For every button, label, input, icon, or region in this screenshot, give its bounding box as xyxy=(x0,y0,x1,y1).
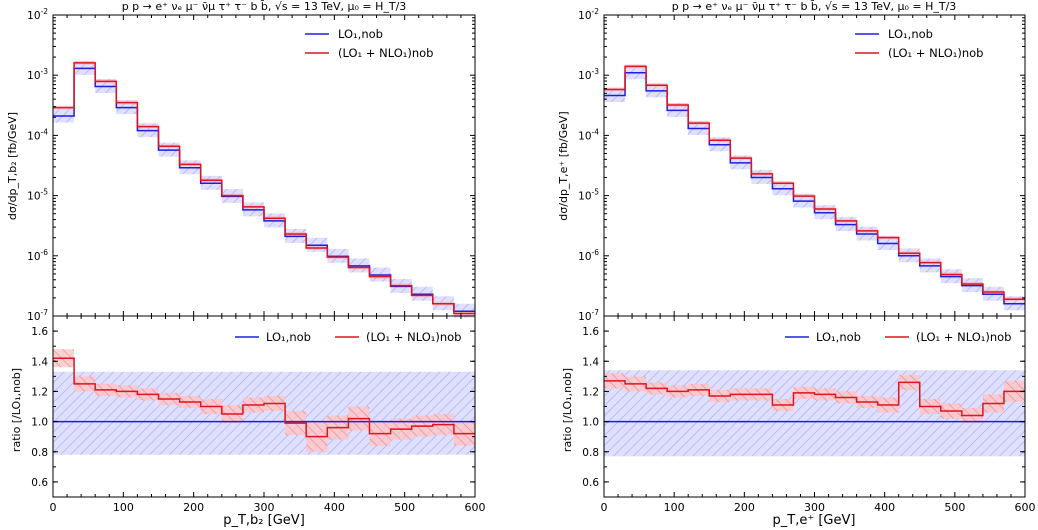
left-bottom-ytick-label: 0.6 xyxy=(31,477,48,489)
left-top-ytick-label: 10-3 xyxy=(27,67,48,82)
right-bottom-xtick-label: 100 xyxy=(664,501,685,514)
right-bottom-ytick-label: 1.6 xyxy=(582,326,599,338)
left-bottom-xtick-label: 0 xyxy=(50,501,57,514)
right-bottom-ytick-label: 0.6 xyxy=(582,477,599,489)
right-bottom-xtick-label: 300 xyxy=(804,501,825,514)
right-bottom-xtick-label: 400 xyxy=(874,501,895,514)
left-bottom-xtick-label: 500 xyxy=(394,501,415,514)
left-bottom-xtick-label: 600 xyxy=(465,501,486,514)
left-blegend-nlo: (LO₁ + NLO₁)nob xyxy=(366,330,461,344)
left-bottom-legend: LO₁,nob (LO₁ + NLO₁)nob xyxy=(235,330,461,344)
right-bottom-ytick-label: 1.4 xyxy=(582,356,599,368)
left-bottom-ytick-label: 0.8 xyxy=(31,447,48,459)
left-bottom-ytick-label: 1.2 xyxy=(31,386,48,398)
right-bottom-xtick-label: 600 xyxy=(1015,501,1036,514)
left-xlabel: p_T,b₂ [GeV] xyxy=(223,513,305,528)
right-top-ytick-label: 10-7 xyxy=(578,308,599,323)
left-blegend-lo: LO₁,nob xyxy=(266,330,311,344)
right-top-ytick-label: 10-5 xyxy=(578,188,599,203)
right-title: p p → e⁺ νₑ μ⁻ ν̄μ τ⁺ τ⁻ b b̄, √s = 13 T… xyxy=(672,0,957,13)
left-figure: p p → e⁺ νₑ μ⁻ ν̄μ τ⁺ τ⁻ b b̄, √s = 13 T… xyxy=(6,0,486,528)
left-bottom-xtick-label: 200 xyxy=(183,501,204,514)
right-top-ytick-label: 10-4 xyxy=(578,127,599,142)
left-top-ytick-label: 10-6 xyxy=(27,248,48,263)
right-bottom-ylabel: ratio [/LO₁,nob] xyxy=(561,368,574,452)
left-top-ytick-label: 10-2 xyxy=(27,7,48,22)
left-bottom-ytick-label: 1.4 xyxy=(31,356,48,368)
right-bottom-xtick-label: 200 xyxy=(734,501,755,514)
left-bottom-ytick-label: 1.0 xyxy=(31,417,48,429)
left-top-lo-line xyxy=(53,67,475,312)
left-bottom-ylabel: ratio [/LO₁,nob] xyxy=(10,368,23,452)
left-top-ytick-label: 10-4 xyxy=(27,127,48,142)
right-bottom-panel: 0.6 0.8 1.0 1.2 1.4 1.6 0 100 200 300 400 500 600 xyxy=(582,315,1036,514)
left-bottom-nlo-line xyxy=(53,357,475,438)
left-top-legend: LO₁,nob (LO₁ + NLO₁)nob xyxy=(305,27,433,60)
left-bottom-xtick-label: 300 xyxy=(254,501,275,514)
right-bottom-legend: LO₁,nob (LO₁ + NLO₁)nob xyxy=(785,330,1011,344)
right-top-ylabel: dσ/dp_T,e⁺ [fb/GeV] xyxy=(557,111,570,220)
right-top-ytick-label: 10-2 xyxy=(578,7,599,22)
left-bottom-xtick-label: 400 xyxy=(324,501,345,514)
right-top-panel: 10-7 10-6 10-5 10-4 10-3 10-2 xyxy=(578,7,1026,323)
left-bottom-panel: 0.6 0.8 1.0 1.2 1.4 1.6 0 100 200 300 400 500 600 xyxy=(31,315,486,514)
right-bottom-ytick-label: 1.2 xyxy=(582,386,599,398)
left-bottom-ytick-label: 1.6 xyxy=(31,326,48,338)
right-bottom-ytick-label: 0.8 xyxy=(582,447,599,459)
right-xlabel: p_T,e⁺ [GeV] xyxy=(773,513,856,528)
right-top-ytick-label: 10-6 xyxy=(578,248,599,263)
right-bottom-xtick-label: 0 xyxy=(601,501,608,514)
right-top-lo-line xyxy=(604,71,1025,305)
right-top-nlo-line xyxy=(604,65,1025,300)
left-top-ytick-label: 10-7 xyxy=(27,308,48,323)
left-title: p p → e⁺ νₑ μ⁻ ν̄μ τ⁺ τ⁻ b b̄, √s = 13 T… xyxy=(122,0,407,13)
left-top-frame xyxy=(52,14,476,317)
left-legend-nlo: (LO₁ + NLO₁)nob xyxy=(338,46,433,60)
left-top-nlo-line xyxy=(53,62,475,315)
right-blegend-lo: LO₁,nob xyxy=(816,330,861,344)
right-figure: p p → e⁺ νₑ μ⁻ ν̄μ τ⁺ τ⁻ b b̄, √s = 13 T… xyxy=(557,0,1036,528)
right-blegend-nlo: (LO₁ + NLO₁)nob xyxy=(916,330,1011,344)
right-legend-nlo: (LO₁ + NLO₁)nob xyxy=(888,46,983,60)
left-legend-lo: LO₁,nob xyxy=(338,27,383,41)
left-top-ytick-label: 10-5 xyxy=(27,188,48,203)
right-top-ytick-label: 10-3 xyxy=(578,67,599,82)
right-top-legend: LO₁,nob (LO₁ + NLO₁)nob xyxy=(855,27,983,60)
right-bottom-ytick-label: 1.0 xyxy=(582,417,599,429)
left-bottom-lo-band xyxy=(53,371,475,455)
right-bottom-nlo-line xyxy=(604,380,1025,417)
right-legend-lo: LO₁,nob xyxy=(888,27,933,41)
left-top-panel: 10-7 10-6 10-5 10-4 10-3 10-2 xyxy=(27,7,476,323)
left-bottom-xtick-label: 100 xyxy=(113,501,134,514)
right-bottom-xtick-label: 500 xyxy=(944,501,965,514)
left-top-ylabel: dσ/dp_T,b₂ [fb/GeV] xyxy=(6,112,19,220)
